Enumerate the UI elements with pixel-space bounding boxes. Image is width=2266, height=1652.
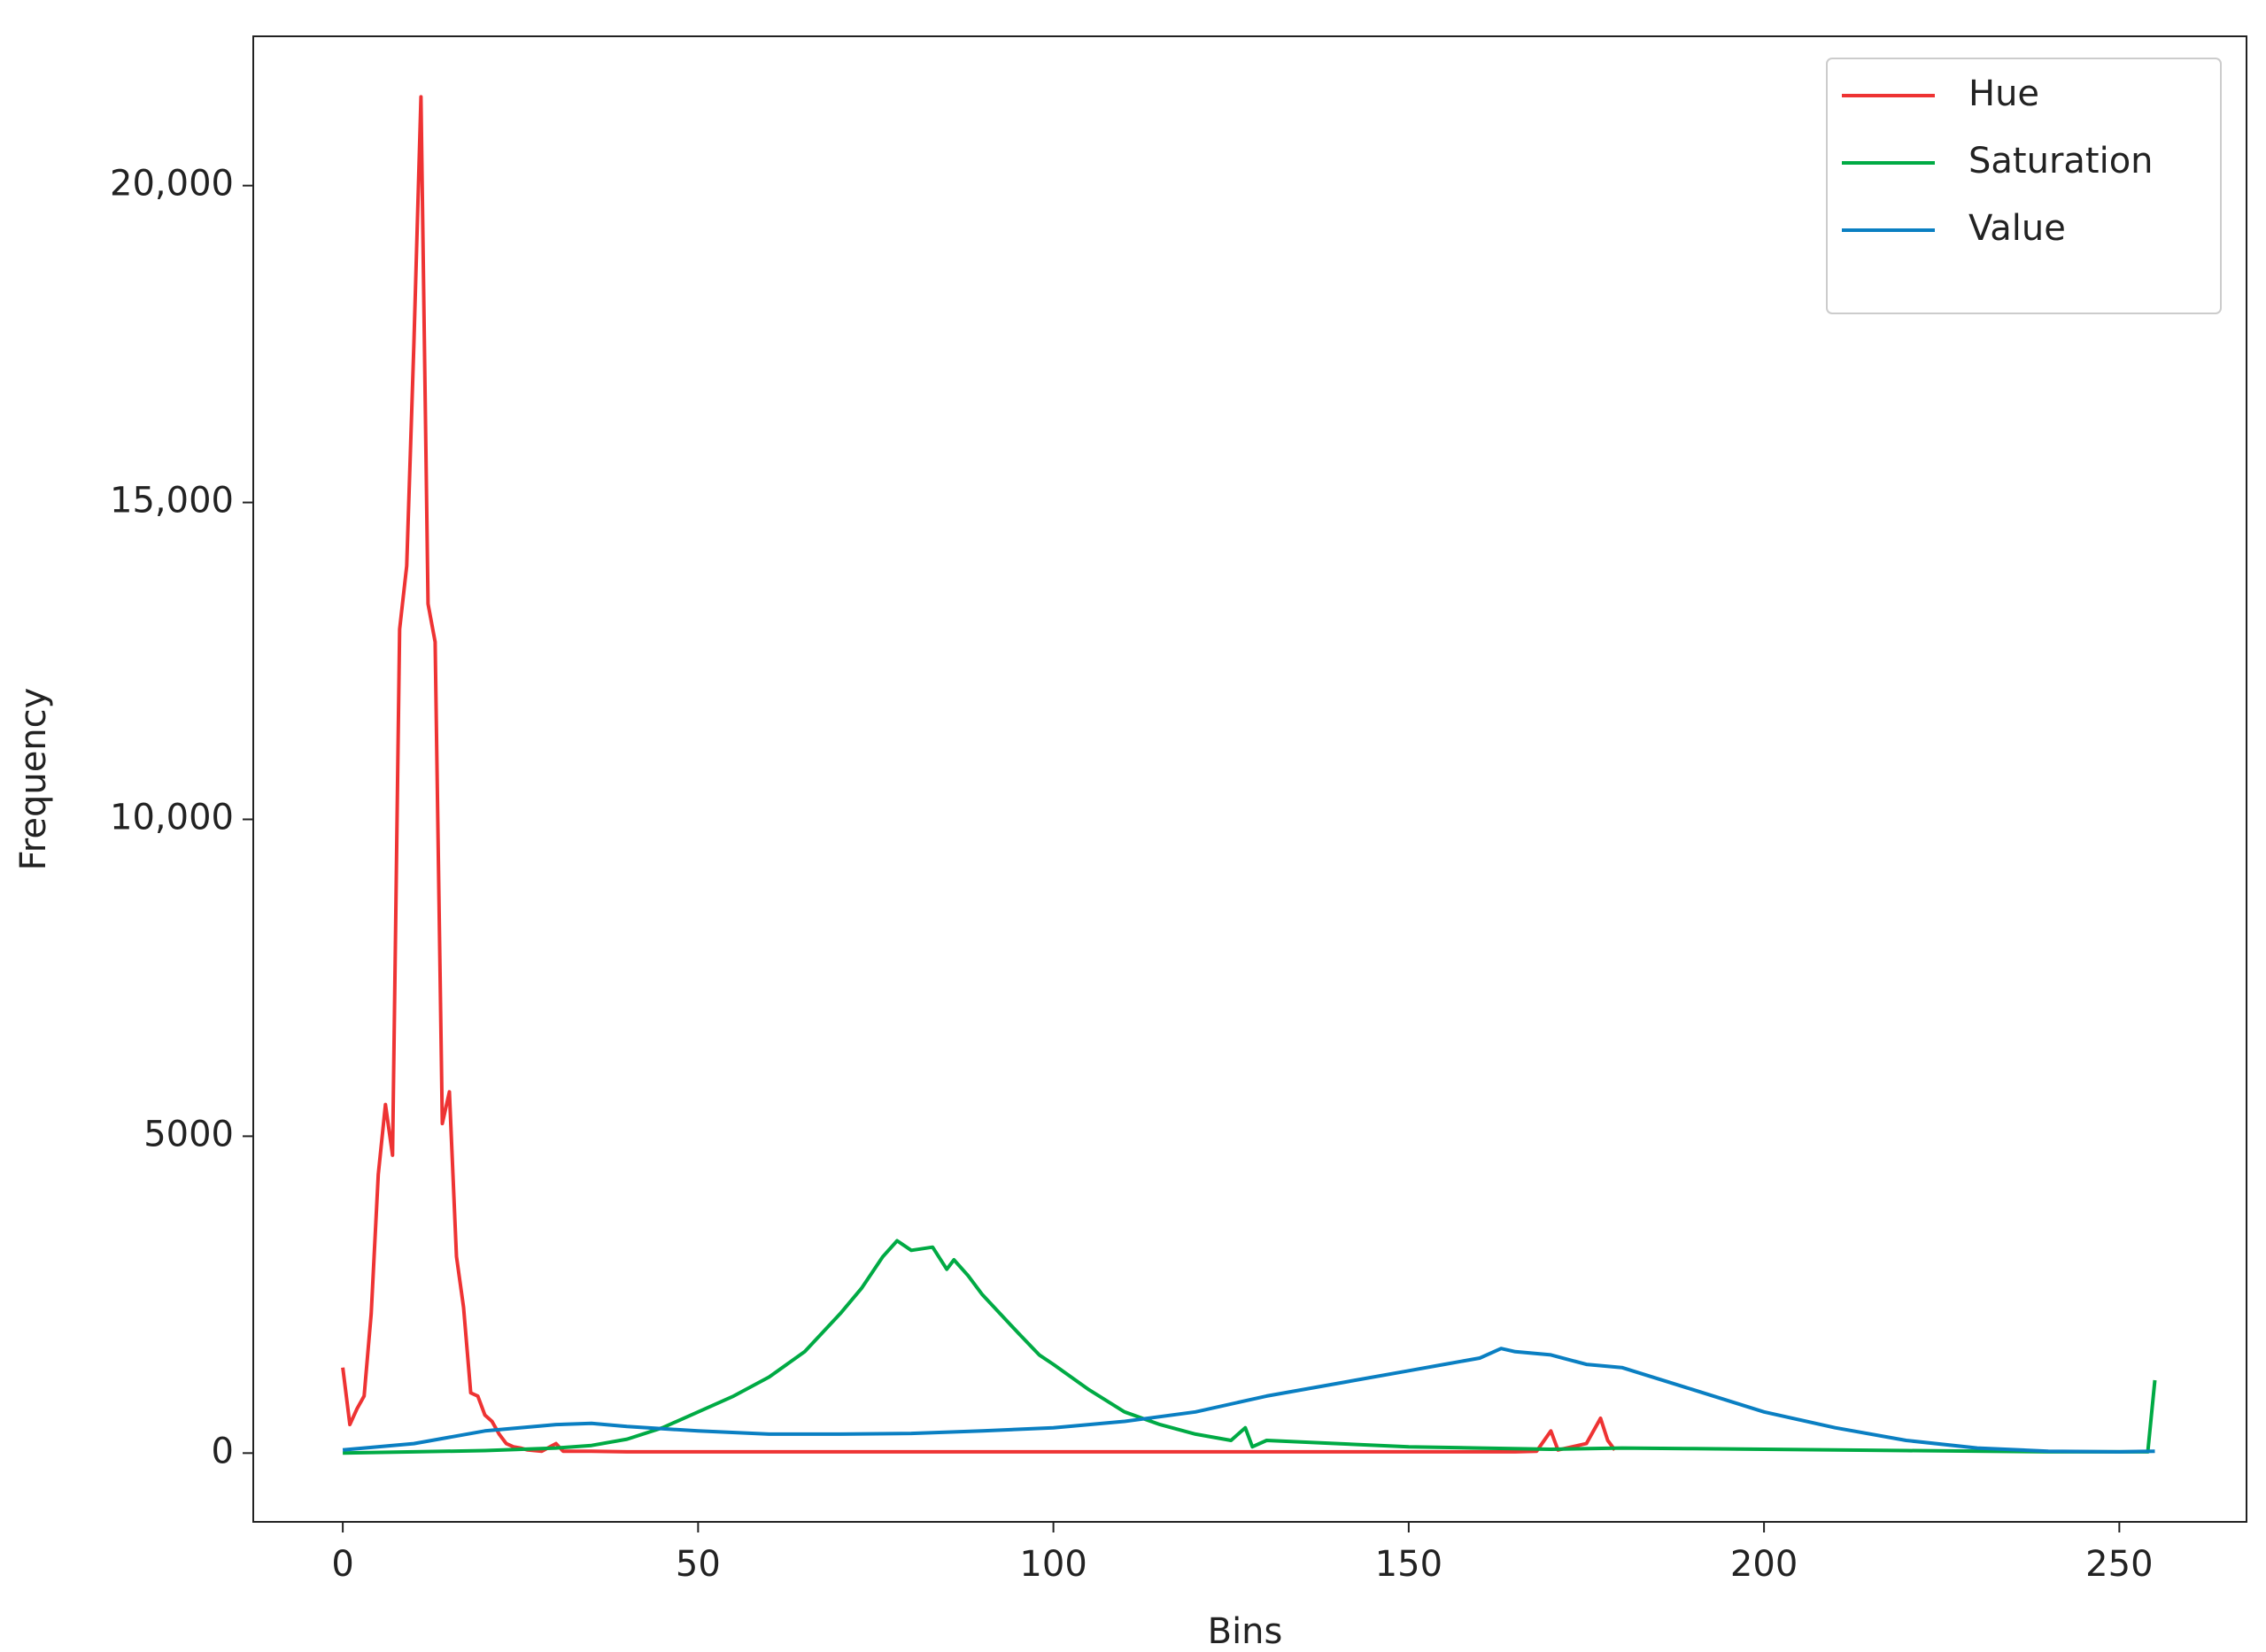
legend-box xyxy=(1826,58,2222,314)
plot-frame xyxy=(252,35,2247,1523)
x-tick-label: 150 xyxy=(1375,1544,1442,1585)
y-tick-label: 0 xyxy=(212,1431,234,1471)
y-tick-label: 15,000 xyxy=(110,481,234,521)
series-line xyxy=(342,1347,2155,1454)
x-axis-label: Bins xyxy=(1208,1611,1283,1652)
legend-label: Hue xyxy=(1968,73,2039,114)
series-line xyxy=(343,1239,2157,1455)
x-tick-label: 100 xyxy=(1019,1544,1087,1585)
y-tick-label: 5000 xyxy=(143,1114,234,1154)
series-line xyxy=(341,95,1617,1454)
x-tick-label: 0 xyxy=(331,1544,353,1585)
x-tick-label: 50 xyxy=(676,1544,721,1585)
x-tick-label: 200 xyxy=(1730,1544,1798,1585)
x-tick-label: 250 xyxy=(2085,1544,2153,1585)
y-tick-label: 20,000 xyxy=(110,164,234,205)
y-tick-label: 10,000 xyxy=(110,797,234,838)
legend-label: Value xyxy=(1968,208,2066,249)
y-axis-label: Frequency xyxy=(13,688,54,871)
legend-label: Saturation xyxy=(1968,141,2154,181)
